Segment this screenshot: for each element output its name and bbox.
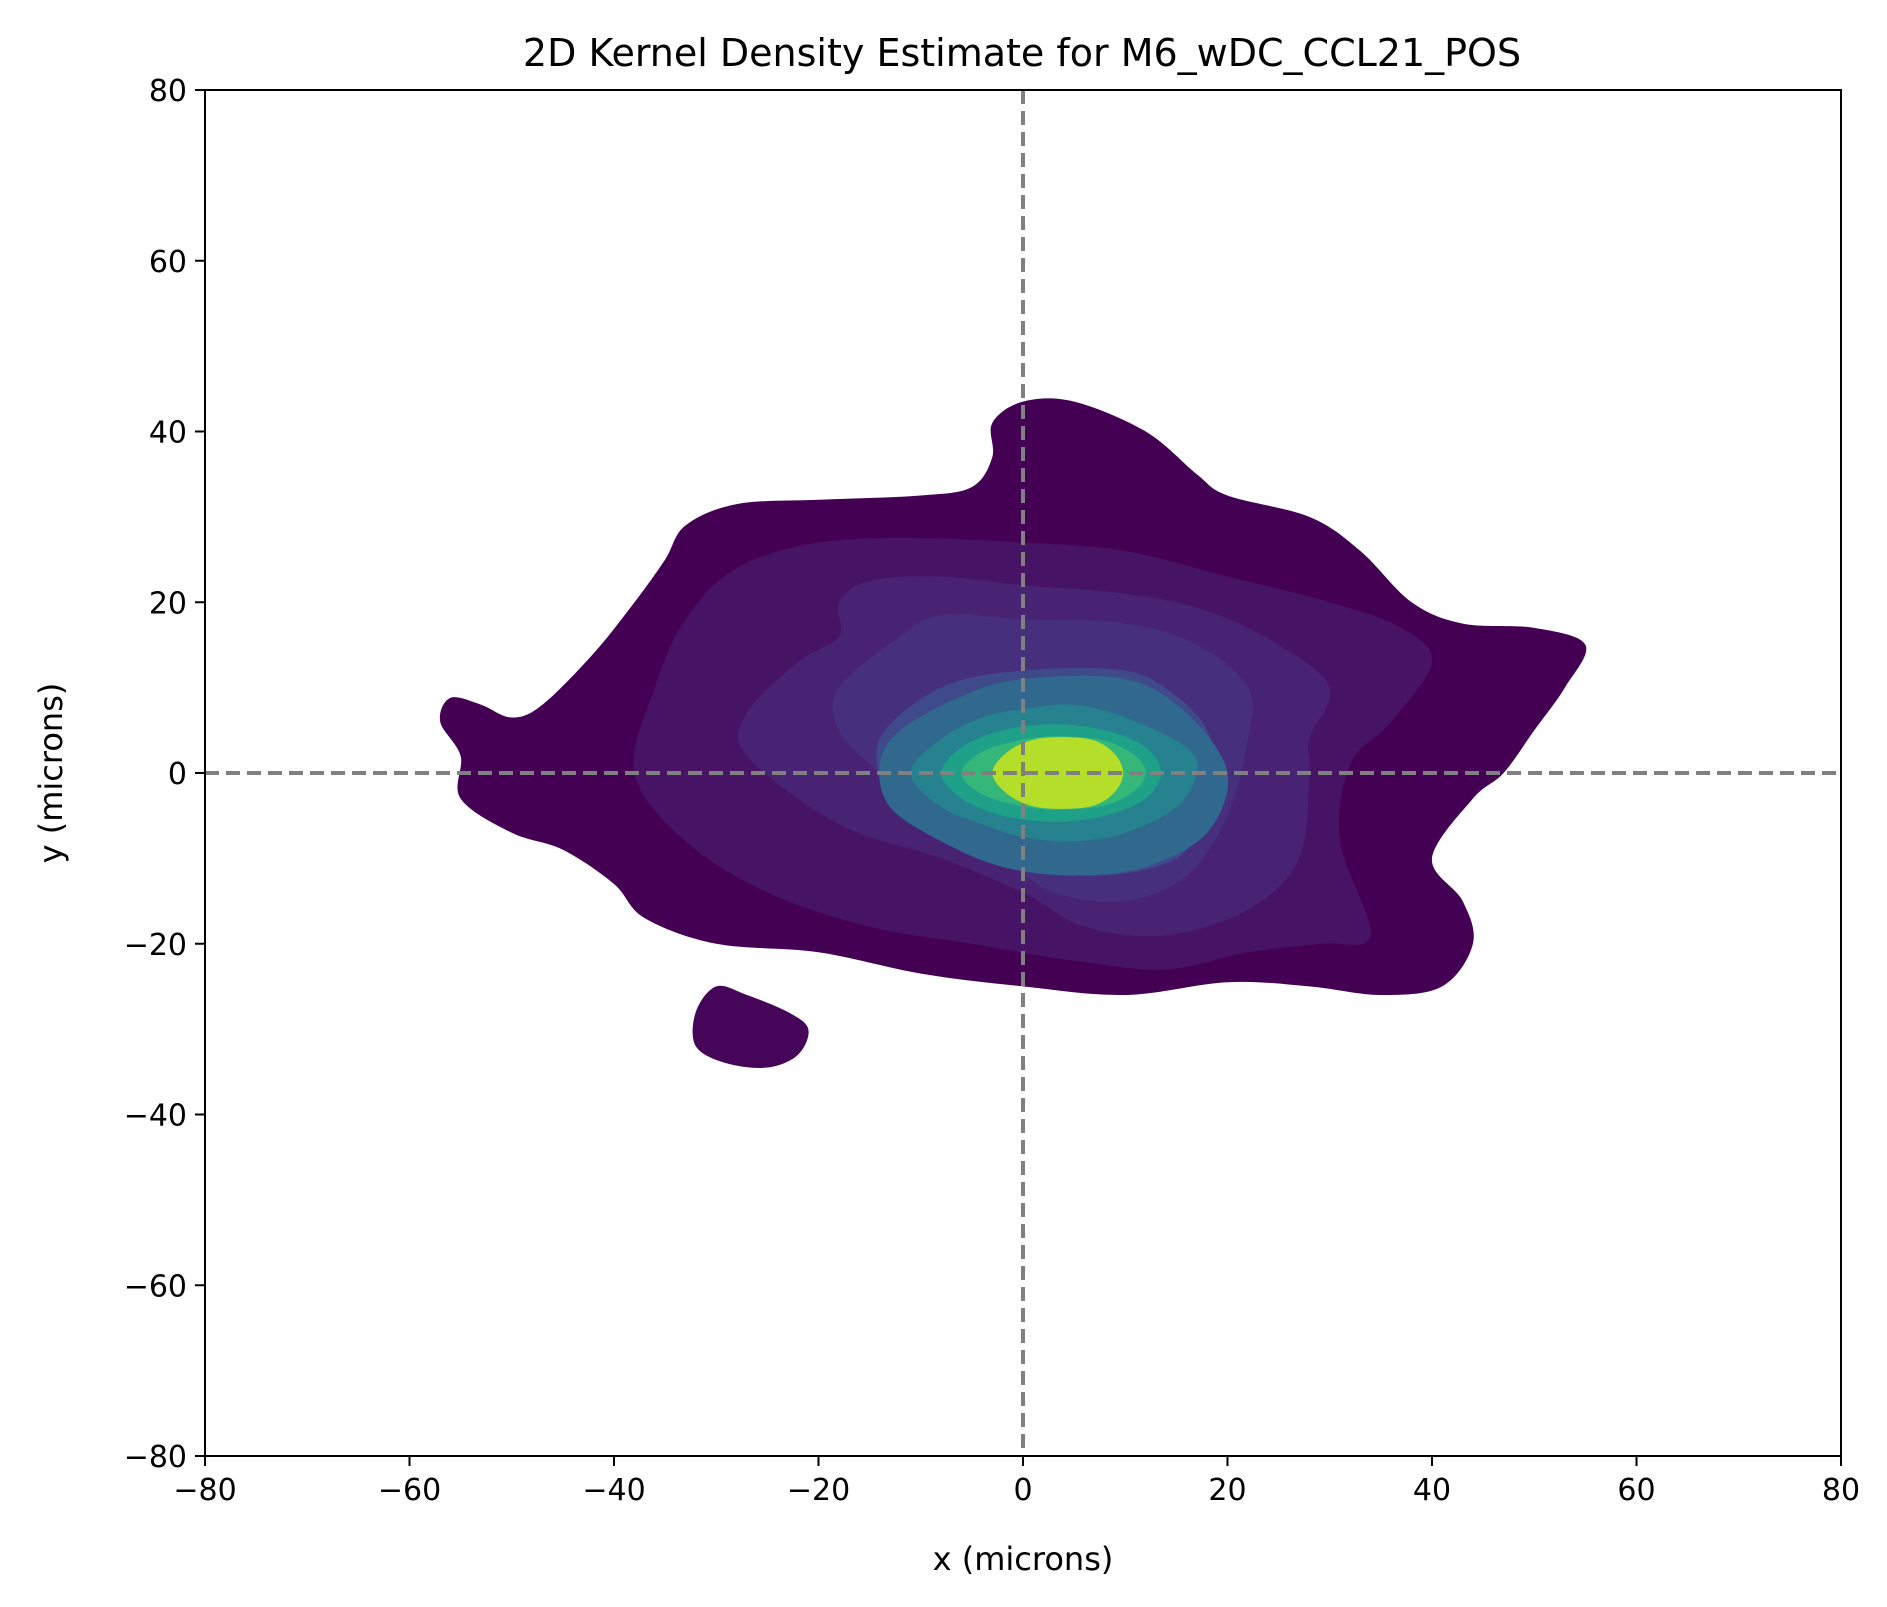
x-tick-label: 0 [1013,1473,1032,1508]
x-tick-label: 40 [1413,1473,1451,1508]
y-tick-label: 60 [149,245,187,280]
x-axis-ticks: −80 −60 −40 −20 0 20 40 60 80 [173,1456,1860,1508]
y-tick-label: −20 [124,928,187,963]
x-tick-label: 20 [1208,1473,1246,1508]
y-tick-label: −60 [124,1269,187,1304]
x-tick-label: −80 [173,1473,236,1508]
y-axis-ticks: −80 −60 −40 −20 0 20 40 60 80 [124,74,205,1475]
y-axis-label: y (microns) [32,683,70,864]
x-tick-label: −60 [378,1473,441,1508]
plot-area [204,89,1842,1457]
x-tick-label: −40 [582,1473,645,1508]
x-tick-label: 60 [1617,1473,1655,1508]
y-tick-label: −80 [124,1440,187,1475]
reference-lines [205,90,1841,1456]
y-tick-label: 20 [149,586,187,621]
y-tick-label: 80 [149,74,187,109]
x-axis-label: x (microns) [933,1540,1114,1578]
x-tick-label: 80 [1822,1473,1860,1508]
x-tick-label: −20 [787,1473,850,1508]
chart-title: 2D Kernel Density Estimate for M6_wDC_CC… [523,31,1521,75]
y-tick-label: −40 [124,1099,187,1134]
y-tick-label: 0 [168,757,187,792]
contour-level-2 [692,985,809,1068]
y-tick-label: 40 [149,416,187,451]
